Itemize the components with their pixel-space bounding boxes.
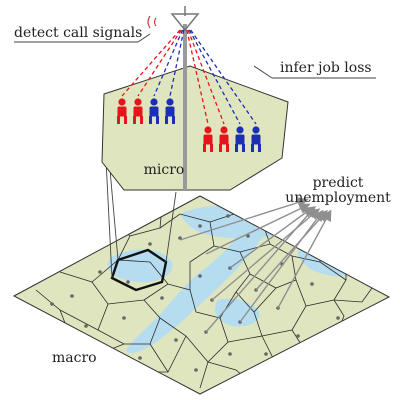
predict-label-line1: predict [313,175,364,191]
predict-label-line2: unemployment [285,190,391,206]
infer-label: infer job loss [280,60,372,76]
detect-label: detect call signals [14,25,142,41]
micro-panel [102,66,288,190]
infer-pointer-tip [254,66,272,78]
micro-label: micro [144,162,185,178]
macro-label: macro [52,350,97,366]
